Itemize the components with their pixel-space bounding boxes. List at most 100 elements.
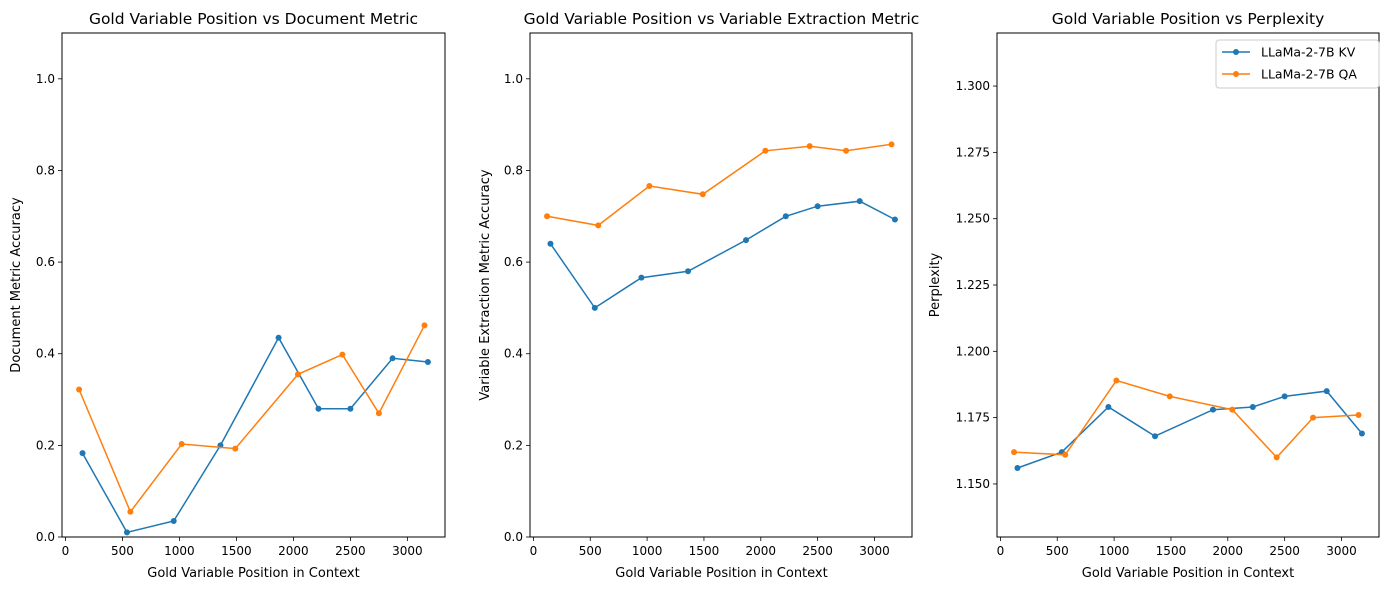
panel-2-kv-point (856, 198, 863, 205)
panel-1-xtick-label: 500 (111, 544, 134, 558)
panel-2-kv-point (743, 237, 750, 244)
panel-2-xtick-label: 1000 (632, 544, 663, 558)
panel-3-kv-point (1249, 404, 1256, 411)
legend-frame (1215, 39, 1380, 89)
panel-3-xtick-label: 1500 (1156, 544, 1187, 558)
panel-2-plot-area: 0 500 1000 1500 2000 2500 3000 0.0 0.2 0.4 0.6 0.8 1… (504, 32, 913, 558)
panel-3-ytick-label: 1.300 (956, 79, 990, 93)
panel-2-kv-point (782, 213, 789, 220)
panel-2-xtick-label: 2500 (802, 544, 833, 558)
panel-2-title: Gold Variable Position vs Variable Extra… (524, 10, 920, 28)
panel-1-qa-point (127, 508, 134, 515)
panel-3-xtick-label: 0 (997, 544, 1005, 558)
panel-1-qa-point (375, 410, 382, 417)
panel-2-qa-line (546, 143, 892, 227)
panel-1-ytick-label: 0.6 (36, 255, 55, 269)
panel-2-qa-point (888, 141, 895, 148)
panel-3-ytick-label: 1.250 (956, 212, 990, 226)
panel-2-kv-point (814, 203, 821, 210)
panel-2-kv-point (547, 240, 554, 247)
panel-3-qa-point (1113, 377, 1120, 384)
panel-3-plot-area: 0 500 1000 1500 2000 2500 3000 1.150 1.175 1.200 1… (956, 32, 1380, 558)
panel-2-kv-point (685, 268, 692, 275)
panel-1-ytick-label: 0.0 (36, 530, 55, 544)
panel-1-title: Gold Variable Position vs Document Metri… (89, 10, 418, 28)
panel-document-metric: Gold Variable Position vs Document Metri… (9, 10, 446, 581)
panel-3-qa-point (1355, 411, 1362, 418)
panel-3-qa-point (1062, 451, 1069, 458)
panel-1-qa-point (339, 351, 346, 358)
panel-2-xtick-label: 3000 (859, 544, 890, 558)
panel-1-ylabel: Document Metric Accuracy (9, 197, 24, 373)
panel-2-ytick-label: 0.8 (504, 163, 523, 177)
panel-3-ytick-label: 1.200 (956, 344, 990, 358)
panel-1-qa-point (232, 445, 239, 452)
panel-2-ytick-label: 0.6 (504, 255, 523, 269)
legend-qa-label: LLaMa-2-7B QA (1261, 67, 1357, 82)
panel-variable-extraction-metric: Gold Variable Position vs Variable Extra… (478, 10, 919, 581)
panel-2-axes-frame (529, 32, 913, 538)
panel-1-ytick-label: 0.8 (36, 163, 55, 177)
panel-3-xtick-label: 2500 (1269, 544, 1300, 558)
panel-2-xtick-label: 0 (530, 544, 538, 558)
panel-2-ytick-label: 0.2 (504, 438, 523, 452)
panel-1-xlabel: Gold Variable Position in Context (147, 566, 359, 581)
panel-1-qa-point (294, 371, 301, 378)
panel-2-qa-point (595, 222, 602, 229)
panel-3-kv-point (1105, 404, 1112, 411)
panel-2-xtick-label: 500 (579, 544, 602, 558)
legend: LLaMa-2-7B KV LLaMa-2-7B QA (1215, 39, 1380, 89)
panel-3-xtick-label: 1000 (1099, 544, 1130, 558)
panel-1-kv-point (170, 517, 177, 524)
panel-2-qa-point (646, 183, 653, 190)
legend-kv-label: LLaMa-2-7B KV (1261, 45, 1356, 60)
panel-3-ytick-label: 1.175 (956, 411, 990, 425)
panel-1-ytick-label: 0.2 (36, 438, 55, 452)
panel-3-qa-point (1273, 454, 1280, 461)
panel-1-ytick-label: 0.4 (36, 347, 55, 361)
panel-3-xtick-label: 3000 (1326, 544, 1357, 558)
panel-1-kv-point (275, 334, 282, 341)
panel-1-xtick-label: 1000 (164, 544, 195, 558)
panel-1-xtick-label: 1500 (221, 544, 252, 558)
panel-2-qa-point (843, 147, 850, 154)
panel-3-qa-point (1229, 406, 1236, 413)
panel-3-kv-point (1281, 393, 1288, 400)
panel-2-qa-point (806, 143, 813, 150)
panel-2-qa-point (699, 191, 706, 198)
panel-1-kv-point (424, 358, 431, 365)
panel-1-kv-point (315, 405, 322, 412)
panel-perplexity: Gold Variable Position vs Perplexity Gol… (928, 10, 1380, 581)
panel-3-ytick-label: 1.225 (956, 278, 990, 292)
panel-2-kv-point (591, 304, 598, 311)
panel-3-xtick-label: 500 (1046, 544, 1069, 558)
panel-1-kv-point (79, 450, 86, 457)
legend-qa-marker (1233, 71, 1239, 77)
panel-2-ytick-label: 1.0 (504, 72, 523, 86)
panel-2-xtick-label: 2000 (746, 544, 777, 558)
panel-2-kv-point (891, 216, 898, 223)
panel-1-qa-point (178, 440, 185, 447)
panel-2-ylabel: Variable Extraction Metric Accuracy (478, 169, 493, 400)
panel-2-kv-point (638, 274, 645, 281)
panel-2-xlabel: Gold Variable Position in Context (615, 566, 827, 581)
panel-3-title: Gold Variable Position vs Perplexity (1052, 10, 1325, 28)
panel-1-xtick-label: 2500 (335, 544, 366, 558)
panel-1-xtick-label: 0 (62, 544, 70, 558)
panel-1-axes-frame (61, 32, 446, 538)
panel-3-kv-point (1323, 388, 1330, 395)
panel-3-kv-point (1152, 433, 1159, 440)
panel-3-xtick-label: 2000 (1213, 544, 1244, 558)
panel-1-qa-line (78, 324, 426, 514)
panel-3-kv-point (1210, 406, 1217, 413)
panel-2-qa-point (544, 213, 551, 220)
panel-3-qa-point (1011, 449, 1018, 456)
panel-1-qa-point (421, 322, 428, 329)
panel-1-ytick-label: 1.0 (36, 72, 55, 86)
panel-3-ytick-label: 1.275 (956, 145, 990, 159)
panel-1-kv-point (347, 405, 354, 412)
panel-3-xlabel: Gold Variable Position in Context (1082, 566, 1294, 581)
panel-1-kv-point (389, 355, 396, 362)
